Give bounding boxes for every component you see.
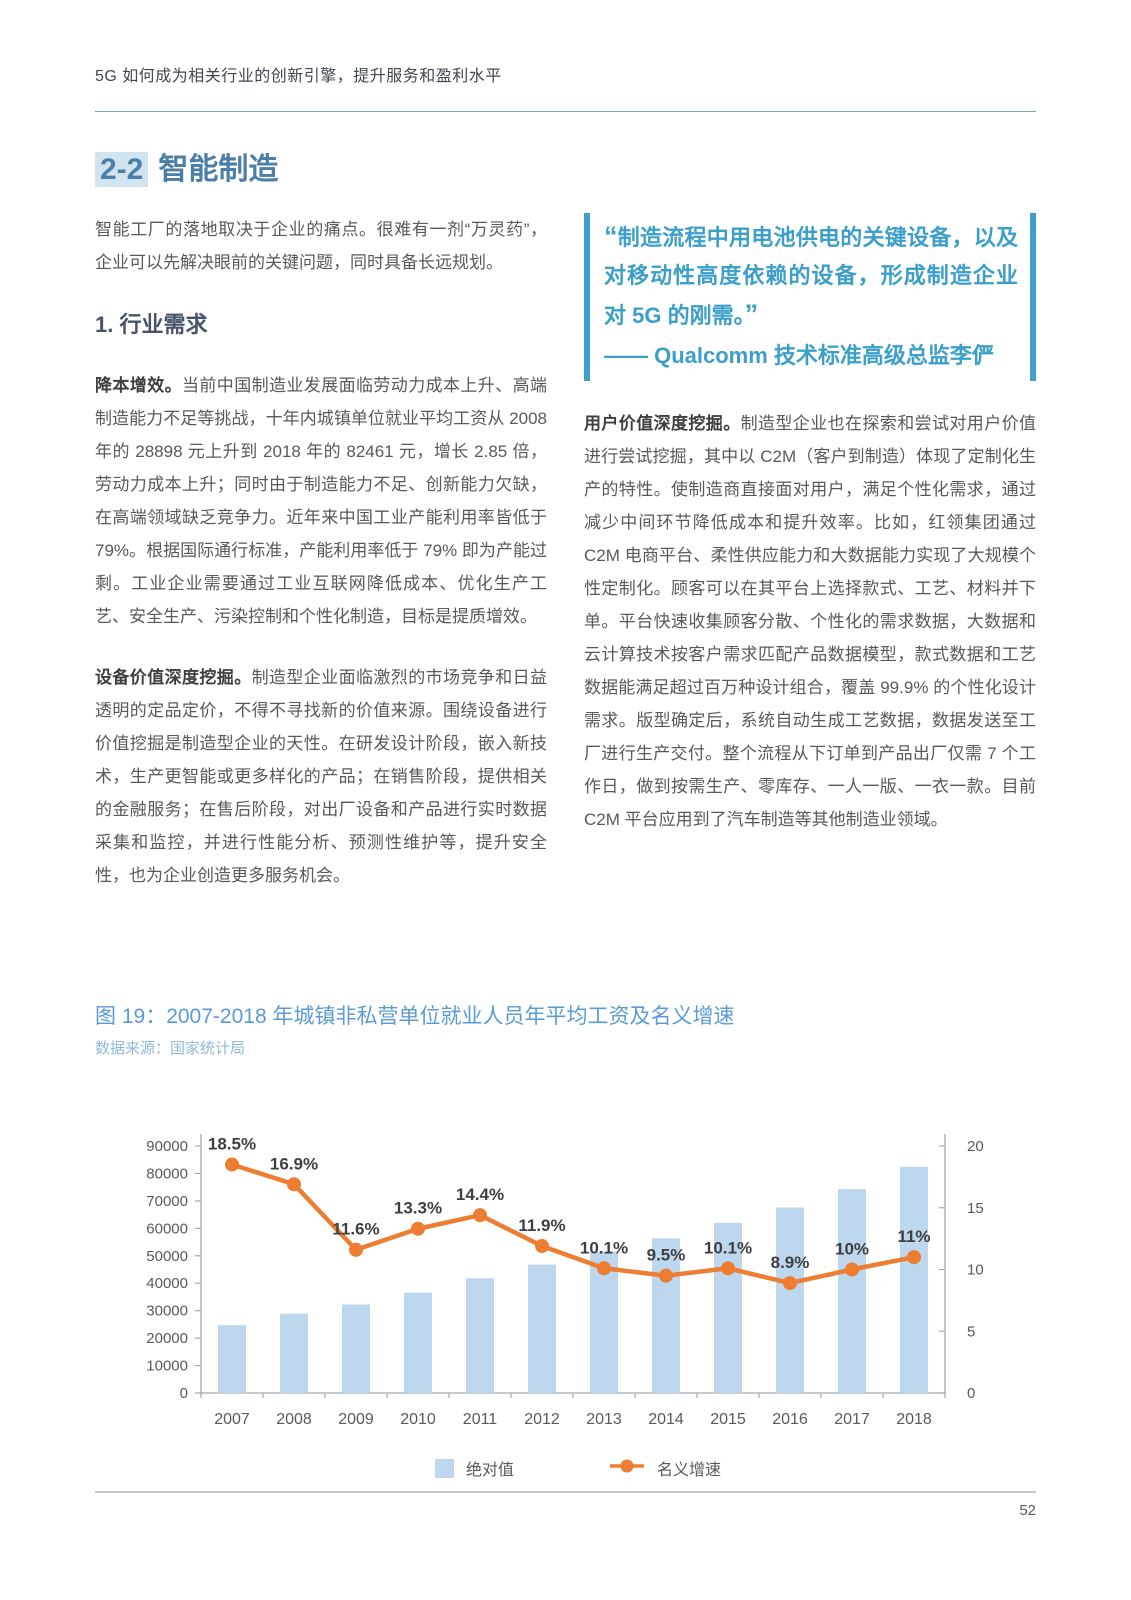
close-quote-mark: ”	[744, 299, 759, 329]
paragraph-body: 当前中国制造业发展面临劳动力成本上升、高端制造能力不足等挑战，十年内城镇单位就业…	[95, 376, 547, 626]
quote-attribution: —— Qualcomm 技术标准高级总监李俨	[604, 343, 994, 368]
svg-text:2018: 2018	[896, 1411, 932, 1428]
pull-quote: “制造流程中用电池供电的关键设备，以及对移动性高度依赖的设备，形成制造企业对 5…	[584, 213, 1036, 381]
body-columns: 智能工厂的落地取决于企业的痛点。很难有一剂“万灵药”，企业可以先解决眼前的关键问…	[95, 213, 1036, 920]
paragraph-body: 制造型企业面临激烈的市场竞争和日益透明的定品定价，不得不寻找新的价值来源。围绕设…	[95, 668, 548, 885]
svg-text:60000: 60000	[146, 1220, 188, 1237]
paragraph-equipment-value: 设备价值深度挖掘。制造型企业面临激烈的市场竞争和日益透明的定品定价，不得不寻找新…	[95, 661, 547, 892]
svg-text:5: 5	[967, 1323, 975, 1340]
svg-text:0: 0	[180, 1385, 188, 1402]
legend-label-nominal-growth: 名义增速	[657, 1462, 722, 1479]
svg-text:30000: 30000	[146, 1303, 188, 1320]
quote-text: 制造流程中用电池供电的关键设备，以及对移动性高度依赖的设备，形成制造企业对 5G…	[604, 225, 1018, 328]
paragraph-user-value: 用户价值深度挖掘。制造型企业也在探索和尝试对用户价值进行尝试挖掘，其中以 C2M…	[584, 407, 1036, 836]
svg-text:9.5%: 9.5%	[647, 1246, 686, 1265]
svg-text:0: 0	[967, 1385, 975, 1402]
svg-text:15: 15	[967, 1200, 984, 1217]
svg-text:2015: 2015	[710, 1411, 746, 1428]
paragraph-lead: 设备价值深度挖掘。	[95, 668, 252, 687]
svg-text:2009: 2009	[338, 1411, 374, 1428]
svg-text:10%: 10%	[835, 1240, 869, 1259]
line-series-swatch	[609, 1458, 645, 1479]
svg-text:2007: 2007	[214, 1411, 250, 1428]
svg-text:80000: 80000	[146, 1165, 188, 1182]
figure-source: 数据来源：国家统计局	[95, 1040, 246, 1057]
right-column: “制造流程中用电池供电的关键设备，以及对移动性高度依赖的设备，形成制造企业对 5…	[584, 213, 1036, 920]
page-number: 52	[1019, 1502, 1036, 1519]
svg-text:14.4%: 14.4%	[456, 1185, 504, 1204]
svg-text:20: 20	[967, 1138, 984, 1155]
svg-text:70000: 70000	[146, 1193, 188, 1210]
left-column: 智能工厂的落地取决于企业的痛点。很难有一剂“万灵药”，企业可以先解决眼前的关键问…	[95, 213, 547, 920]
svg-text:50000: 50000	[146, 1248, 188, 1265]
page-header-text: 5G 如何成为相关行业的创新引擎，提升服务和盈利水平	[95, 68, 502, 85]
paragraph-lead: 降本增效。	[95, 376, 182, 395]
svg-text:10: 10	[967, 1262, 984, 1279]
paragraph-body: 制造型企业也在探索和尝试对用户价值进行尝试挖掘，其中以 C2M（客户到制造）体现…	[584, 414, 1037, 829]
svg-text:2013: 2013	[586, 1411, 622, 1428]
svg-text:10.1%: 10.1%	[704, 1238, 752, 1257]
bar-series-swatch	[434, 1458, 454, 1478]
section-title: 2-2 智能制造	[95, 144, 278, 188]
svg-text:2017: 2017	[834, 1411, 870, 1428]
svg-text:10.1%: 10.1%	[580, 1238, 628, 1257]
svg-text:11%: 11%	[897, 1227, 930, 1246]
legend-label-absolute-value: 绝对值	[465, 1462, 514, 1479]
section-number: 2-2	[95, 152, 149, 187]
svg-text:2012: 2012	[524, 1411, 560, 1428]
svg-text:2008: 2008	[276, 1411, 312, 1428]
svg-text:10000: 10000	[146, 1358, 188, 1375]
intro-paragraph: 智能工厂的落地取决于企业的痛点。很难有一剂“万灵药”，企业可以先解决眼前的关键问…	[95, 220, 547, 272]
svg-text:8.9%: 8.9%	[771, 1253, 810, 1272]
figure-title: 图 19：2007-2018 年城镇非私营单位就业人员年平均工资及名义增速	[95, 1005, 735, 1028]
svg-text:13.3%: 13.3%	[394, 1199, 442, 1218]
svg-text:20000: 20000	[146, 1330, 188, 1347]
wage-chart: 0 10000 20000 30000 40000 50000 60000 70000 8000…	[146, 1134, 984, 1428]
svg-text:18.5%: 18.5%	[208, 1135, 256, 1154]
header-divider	[95, 111, 1036, 112]
svg-text:16.9%: 16.9%	[270, 1154, 318, 1173]
svg-text:40000: 40000	[146, 1275, 188, 1292]
paragraph-cost-efficiency: 降本增效。当前中国制造业发展面临劳动力成本上升、高端制造能力不足等挑战，十年内城…	[95, 369, 547, 633]
svg-text:2011: 2011	[463, 1411, 498, 1428]
chart-legend: 绝对值 名义增速	[108, 1456, 1048, 1480]
svg-text:90000: 90000	[146, 1138, 188, 1155]
legend-item-absolute-value: 绝对值	[434, 1456, 514, 1480]
section-name: 智能制造	[158, 153, 279, 186]
svg-text:2014: 2014	[648, 1411, 684, 1428]
svg-text:2010: 2010	[400, 1411, 436, 1428]
open-quote-mark: “	[604, 221, 618, 251]
svg-text:2016: 2016	[772, 1411, 808, 1428]
paragraph-lead: 用户价值深度挖掘。	[584, 414, 741, 433]
figure-chart: 0 10000 20000 30000 40000 50000 60000 70000 8000…	[108, 1103, 1048, 1480]
footer-divider	[95, 1491, 1036, 1493]
subsection-heading: 1. 行业需求	[95, 312, 208, 337]
legend-item-nominal-growth: 名义增速	[609, 1456, 721, 1480]
svg-text:11.9%: 11.9%	[518, 1216, 565, 1235]
svg-text:11.6%: 11.6%	[332, 1220, 379, 1239]
